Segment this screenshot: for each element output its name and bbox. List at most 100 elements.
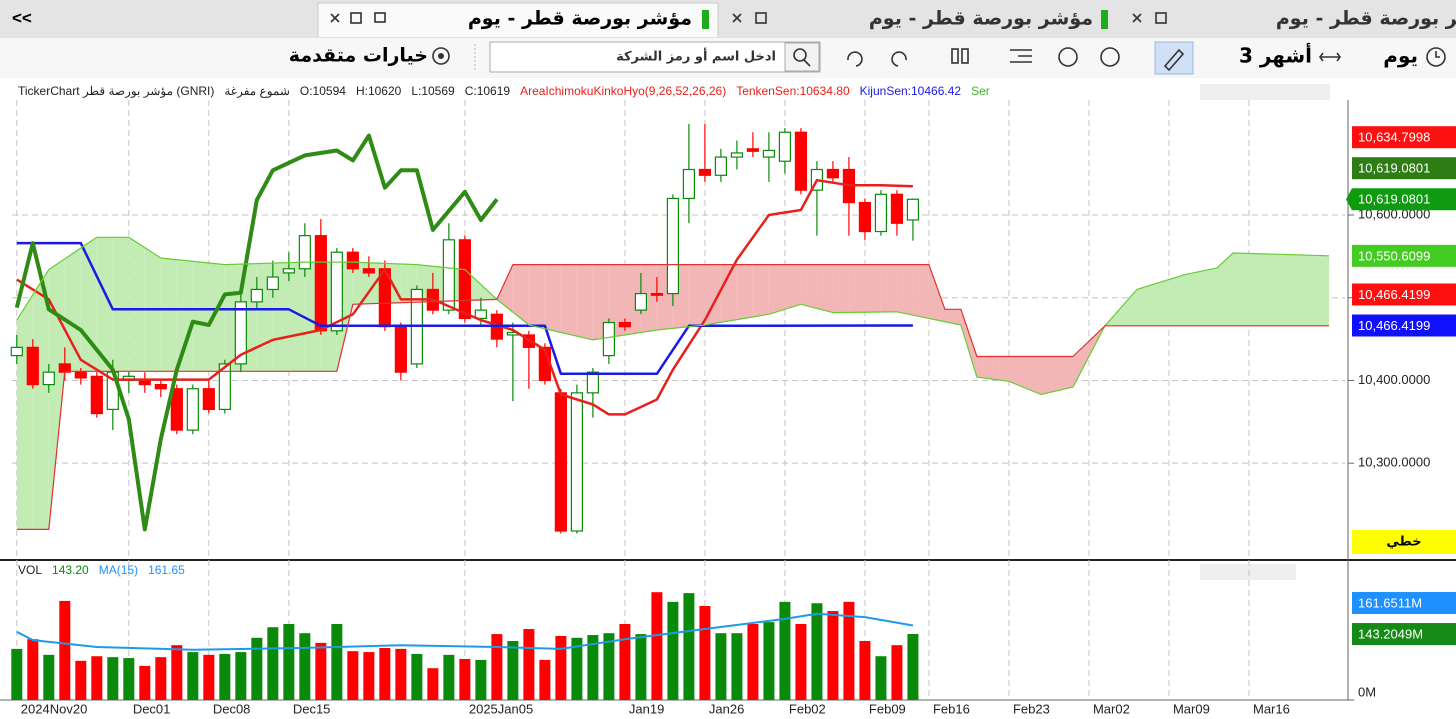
candle-body xyxy=(442,239,455,311)
legend-item: شموع مفرغة xyxy=(224,84,290,98)
volume-bar xyxy=(571,637,583,700)
maximize-icon[interactable] xyxy=(1155,12,1167,24)
maximize-icon[interactable] xyxy=(755,12,767,24)
candle-body xyxy=(314,235,327,332)
tab-title[interactable]: مؤشر بورصة قطر - يوم xyxy=(468,8,692,30)
volume-bar xyxy=(683,593,695,700)
candle-body xyxy=(218,363,231,410)
volume-bar xyxy=(315,642,327,700)
period-selector[interactable]: 3 أشهر xyxy=(1239,42,1312,68)
volume-bar xyxy=(203,654,215,700)
candle-body xyxy=(394,326,407,373)
volume-bar xyxy=(699,606,711,700)
advanced-options[interactable]: خيارات متقدمة xyxy=(289,45,428,67)
price-tag xyxy=(1352,157,1456,180)
draw-tool-active[interactable] xyxy=(1154,41,1194,75)
volume-bar xyxy=(11,648,23,700)
candle-body xyxy=(634,292,647,311)
candle-body xyxy=(202,388,215,410)
x-tick-label: Feb16 xyxy=(933,701,970,716)
auto-icon[interactable] xyxy=(1058,47,1078,67)
close-icon[interactable] xyxy=(1132,13,1142,23)
cloud-fill xyxy=(1040,356,1057,395)
indicator-line xyxy=(16,236,1330,396)
cloud-fill xyxy=(1056,356,1073,391)
back-button[interactable]: << xyxy=(12,8,32,27)
scale-mode-button[interactable] xyxy=(1352,530,1456,554)
close-icon[interactable] xyxy=(732,13,742,23)
x-tick-label: Jan19 xyxy=(629,701,664,716)
candle-body xyxy=(746,148,760,152)
volume-bar xyxy=(139,665,151,700)
x-tick-label: Mar02 xyxy=(1093,701,1130,716)
volume-bar xyxy=(763,622,775,700)
volume-bar xyxy=(507,641,519,700)
indicator-icon[interactable] xyxy=(1010,49,1032,63)
candle-body xyxy=(90,375,103,415)
volume-bar xyxy=(731,633,743,700)
price-tag-label: 161.6511M xyxy=(1358,595,1422,610)
legend-item: Ser xyxy=(971,84,990,98)
price-tag xyxy=(1352,623,1456,646)
candle-body xyxy=(458,239,471,320)
redo-icon[interactable] xyxy=(891,51,907,67)
volume-bar xyxy=(251,637,263,700)
volume-bar xyxy=(795,623,807,700)
volume-bar xyxy=(539,659,551,700)
cloud-fill xyxy=(160,258,177,372)
interval-selector[interactable]: يوم xyxy=(1383,44,1418,68)
tab-title[interactable]: مؤشر بورصة قطر - يوم xyxy=(1276,8,1456,30)
pane-controls[interactable] xyxy=(1200,84,1330,100)
y-tick-label: 10,400.0000 xyxy=(1358,372,1430,387)
indicator-line xyxy=(16,264,1329,530)
scale-mode[interactable]: خطي xyxy=(1386,535,1421,550)
candle-body xyxy=(554,392,567,532)
maximize-icon[interactable] xyxy=(350,12,362,24)
volume-bar xyxy=(331,623,343,700)
compare-icon[interactable] xyxy=(1100,47,1120,67)
search-placeholder[interactable]: ادخل اسم أو رمز الشركة xyxy=(616,48,776,65)
legend-item: H:10620 xyxy=(356,84,402,98)
tool-icon[interactable] xyxy=(951,48,959,64)
tab-title[interactable]: مؤشر بورصة قطر - يوم xyxy=(869,8,1093,30)
pane-controls[interactable] xyxy=(1200,564,1296,580)
cloud-fill xyxy=(1280,254,1297,326)
price-tag-label: 10,619.0801 xyxy=(1358,192,1430,207)
x-tick-label: Dec08 xyxy=(213,701,251,716)
range-icon[interactable] xyxy=(1319,52,1341,62)
volume-bar xyxy=(667,601,679,700)
search-icon xyxy=(793,48,807,62)
cloud-fill xyxy=(592,264,609,340)
cloud-fill xyxy=(784,264,801,310)
cloud-fill xyxy=(112,237,129,372)
close-icon[interactable] xyxy=(330,13,340,23)
candle-body xyxy=(26,346,39,386)
cloud-fill xyxy=(992,356,1009,382)
volume-bar xyxy=(411,653,423,700)
legend-item: TenkenSen:10634.80 xyxy=(736,84,850,98)
search-button[interactable] xyxy=(784,42,820,72)
volume-bar xyxy=(827,611,839,700)
cloud-fill xyxy=(96,237,113,372)
settings-icon[interactable] xyxy=(432,47,450,65)
legend-item: L:10569 xyxy=(411,84,455,98)
volume-bar xyxy=(347,651,359,700)
candle-body xyxy=(730,152,744,158)
cloud-fill xyxy=(1296,254,1313,326)
detach-icon[interactable] xyxy=(374,12,386,23)
candle-body xyxy=(154,383,167,390)
moving-average-line xyxy=(16,612,914,651)
volume-bar xyxy=(299,633,311,700)
volume-bar xyxy=(219,653,231,700)
undo-icon[interactable] xyxy=(847,51,863,67)
cloud-fill xyxy=(720,264,737,323)
candle-body xyxy=(282,268,295,274)
cloud-fill xyxy=(1312,255,1329,326)
candle-body xyxy=(586,371,599,394)
cloud-fill xyxy=(880,264,897,312)
clock-icon[interactable] xyxy=(1426,47,1446,67)
candle-body xyxy=(346,251,359,270)
search-box[interactable] xyxy=(489,41,821,73)
